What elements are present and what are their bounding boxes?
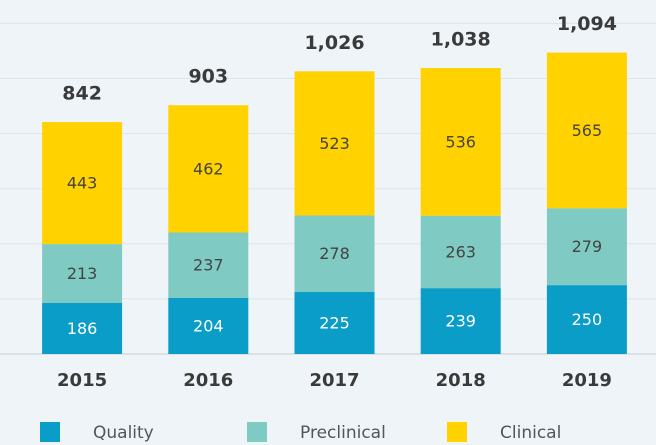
bar-segment	[42, 122, 123, 245]
bar-segment	[168, 297, 249, 354]
total-label: 1,026	[304, 32, 364, 54]
bar-segment	[420, 215, 501, 289]
bar-segment	[546, 208, 627, 286]
bar-label: 536	[445, 132, 476, 151]
x-tick-label: 2018	[436, 370, 486, 391]
bar-label: 250	[572, 310, 603, 329]
legend-label: Quality	[93, 423, 154, 443]
bar-segment	[294, 215, 375, 293]
bar-label: 213	[67, 264, 98, 283]
bar-segment	[168, 105, 249, 233]
bar-segment	[420, 288, 501, 354]
total-label: 842	[62, 83, 102, 105]
bar-label: 462	[193, 159, 224, 178]
bar-segment	[420, 68, 501, 216]
bar-label: 443	[67, 174, 98, 193]
bar-segment	[294, 71, 375, 216]
legend-swatch	[247, 422, 267, 442]
x-tick-label: 2016	[183, 370, 233, 391]
legend-label: Clinical	[500, 423, 561, 443]
bar-segment	[546, 285, 627, 354]
total-label: 1,094	[557, 13, 617, 35]
bar-label: 278	[319, 244, 350, 263]
total-label: 1,038	[431, 29, 491, 51]
bar-segment	[168, 232, 249, 298]
bar-segment	[42, 302, 123, 354]
bar-label: 204	[193, 316, 224, 335]
x-tick-label: 2017	[309, 370, 359, 391]
bar-label: 237	[193, 256, 224, 275]
bar-label: 186	[67, 319, 98, 338]
bar-segment	[294, 292, 375, 354]
bar-segment	[546, 52, 627, 209]
legend-swatch	[447, 422, 467, 442]
x-tick-label: 2019	[562, 370, 612, 391]
legend-label: Preclinical	[300, 423, 386, 443]
bar-label: 523	[319, 134, 350, 153]
bar-label: 279	[572, 237, 603, 256]
bar-label: 565	[572, 121, 603, 140]
x-tick-label: 2015	[57, 370, 107, 391]
bar-segment	[42, 244, 123, 303]
legend-swatch	[40, 422, 60, 442]
bar-label: 263	[445, 242, 476, 261]
bar-label: 225	[319, 314, 350, 333]
total-label: 903	[188, 66, 228, 88]
bar-label: 239	[445, 312, 476, 331]
